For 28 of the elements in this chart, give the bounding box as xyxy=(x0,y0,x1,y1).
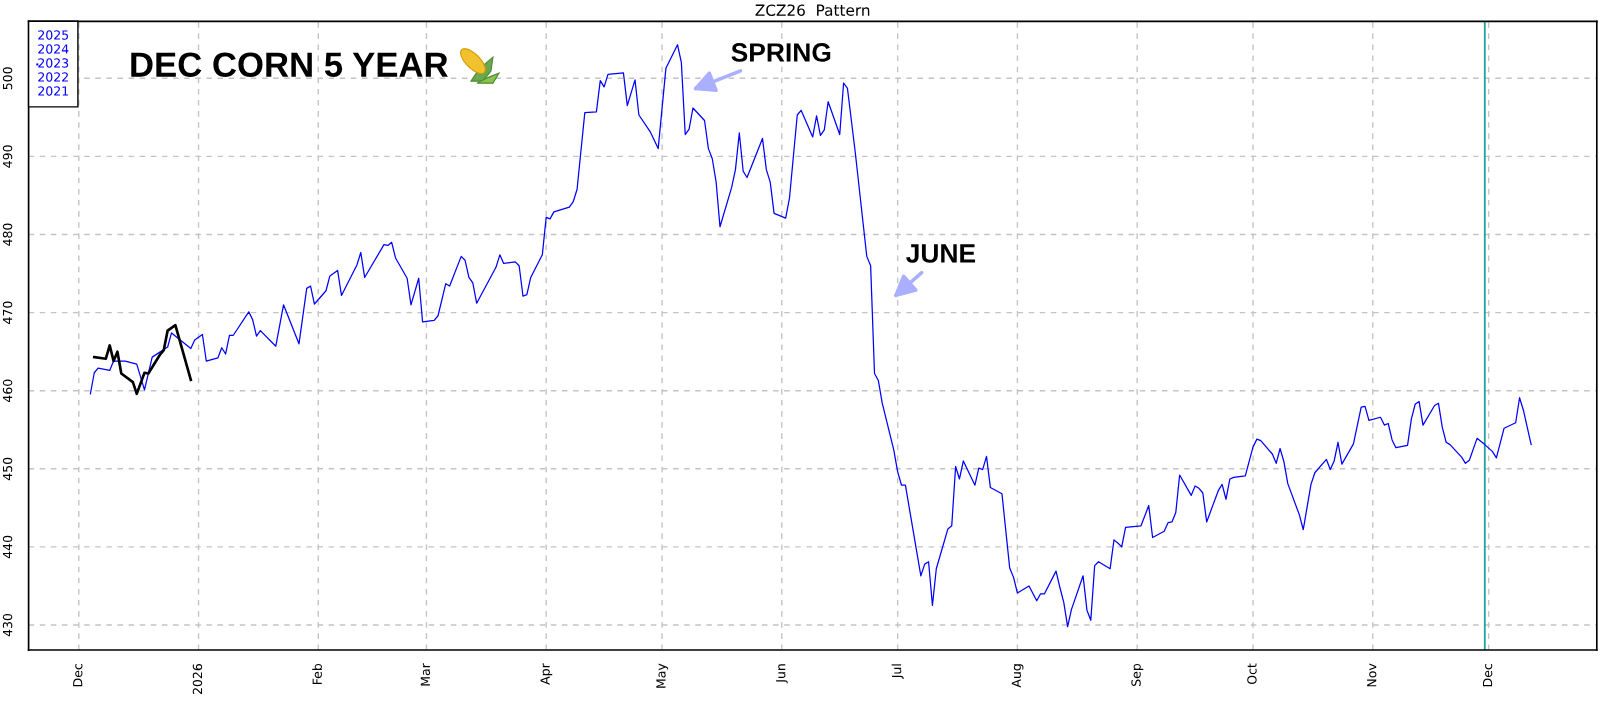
y-tick-label: 500 xyxy=(2,67,13,90)
x-tick-label: Jun xyxy=(776,664,788,684)
y-tick-label: 460 xyxy=(2,379,13,403)
x-tick-label: Mar xyxy=(420,663,431,686)
y-tick-label: 450 xyxy=(2,457,13,481)
line-series xyxy=(89,44,1532,628)
annotation: JUNE xyxy=(906,244,976,263)
x-tick-label: May xyxy=(656,663,669,688)
x-tick-label: Dec xyxy=(73,663,83,687)
chart-title: ZCZ26 Pattern xyxy=(755,4,870,16)
x-tick-label: Jul xyxy=(891,664,904,679)
x-tick-label: Dec xyxy=(1482,663,1493,687)
y-tick-label: 470 xyxy=(2,301,13,324)
x-tick-label: 2026 xyxy=(192,663,203,695)
y-tick-label: 430 xyxy=(2,613,13,637)
y-tick-label: 480 xyxy=(2,223,13,246)
annotation: SPRING xyxy=(731,43,831,62)
line-series xyxy=(92,323,193,396)
y-tick-label: 440 xyxy=(2,535,13,559)
legend-label: 2025 2024 2023 2022 2021 xyxy=(38,30,69,96)
x-tick-label: Oct xyxy=(1247,663,1257,685)
x-tick-label: Sep xyxy=(1131,663,1144,686)
annotation: DEC CORN 5 YEAR xyxy=(131,52,448,77)
x-tick-label: Apr xyxy=(540,663,553,685)
x-tick-label: Nov xyxy=(1367,663,1377,687)
x-tick-label: Feb xyxy=(312,663,322,685)
y-tick-label: 490 xyxy=(2,145,13,168)
x-tick-label: Aug xyxy=(1011,664,1024,688)
